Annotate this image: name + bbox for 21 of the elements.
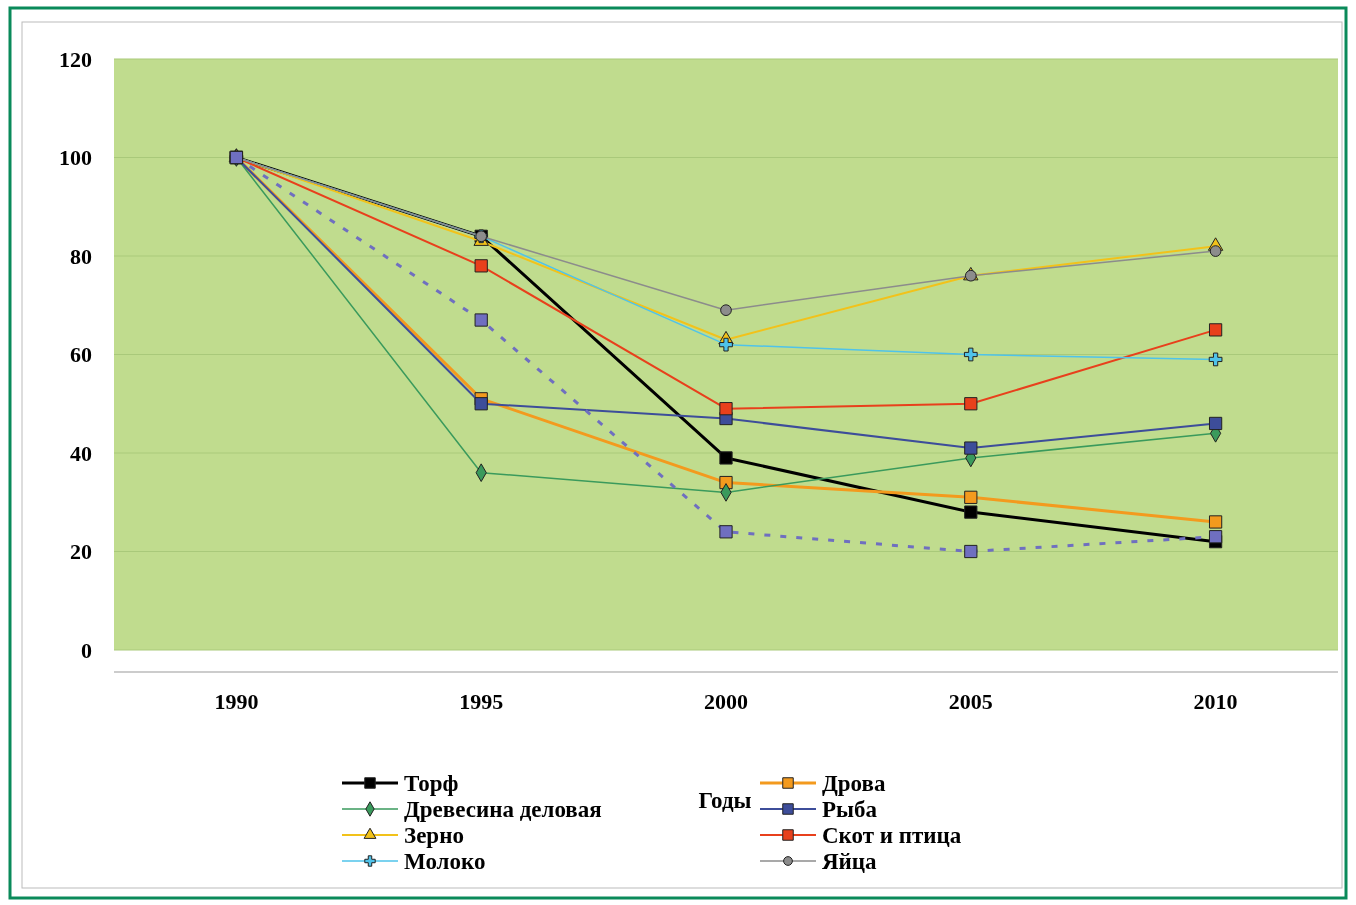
x-tick-label: 1995 bbox=[459, 688, 504, 714]
x-axis-title: Годы bbox=[698, 788, 752, 813]
y-tick-label: 20 bbox=[70, 539, 92, 565]
legend-label: Яйца bbox=[822, 849, 878, 874]
legend-label: Молоко bbox=[404, 849, 486, 874]
legend-label: Рыба bbox=[822, 797, 878, 822]
y-tick-label: 120 bbox=[59, 46, 92, 72]
y-tick-label: 0 bbox=[81, 637, 92, 663]
x-tick-label: 2005 bbox=[948, 688, 993, 714]
y-tick-label: 80 bbox=[70, 243, 92, 269]
legend-label: Торф bbox=[404, 771, 459, 796]
x-tick-label: 2010 bbox=[1193, 688, 1238, 714]
y-tick-label: 60 bbox=[70, 342, 92, 368]
legend-label: Зерно bbox=[404, 823, 464, 848]
legend-label: Дрова bbox=[822, 771, 886, 796]
y-tick-label: 100 bbox=[59, 145, 92, 171]
x-tick-label: 2000 bbox=[704, 688, 748, 714]
x-tick-label: 1990 bbox=[214, 688, 259, 714]
legend-label: Древесина деловая bbox=[404, 797, 602, 822]
y-tick-label: 40 bbox=[70, 440, 92, 466]
legend-label: Скот и птица bbox=[822, 823, 962, 848]
